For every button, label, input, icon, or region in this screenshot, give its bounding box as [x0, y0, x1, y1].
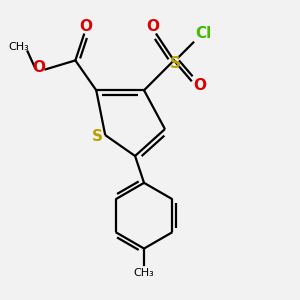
Text: O: O	[193, 78, 206, 93]
Text: O: O	[79, 19, 92, 34]
Text: CH₃: CH₃	[134, 268, 154, 278]
Text: CH₃: CH₃	[8, 42, 29, 52]
Text: Cl: Cl	[196, 26, 212, 41]
Text: O: O	[146, 19, 160, 34]
Text: O: O	[32, 60, 45, 75]
Text: S: S	[170, 56, 181, 71]
Text: S: S	[92, 129, 103, 144]
